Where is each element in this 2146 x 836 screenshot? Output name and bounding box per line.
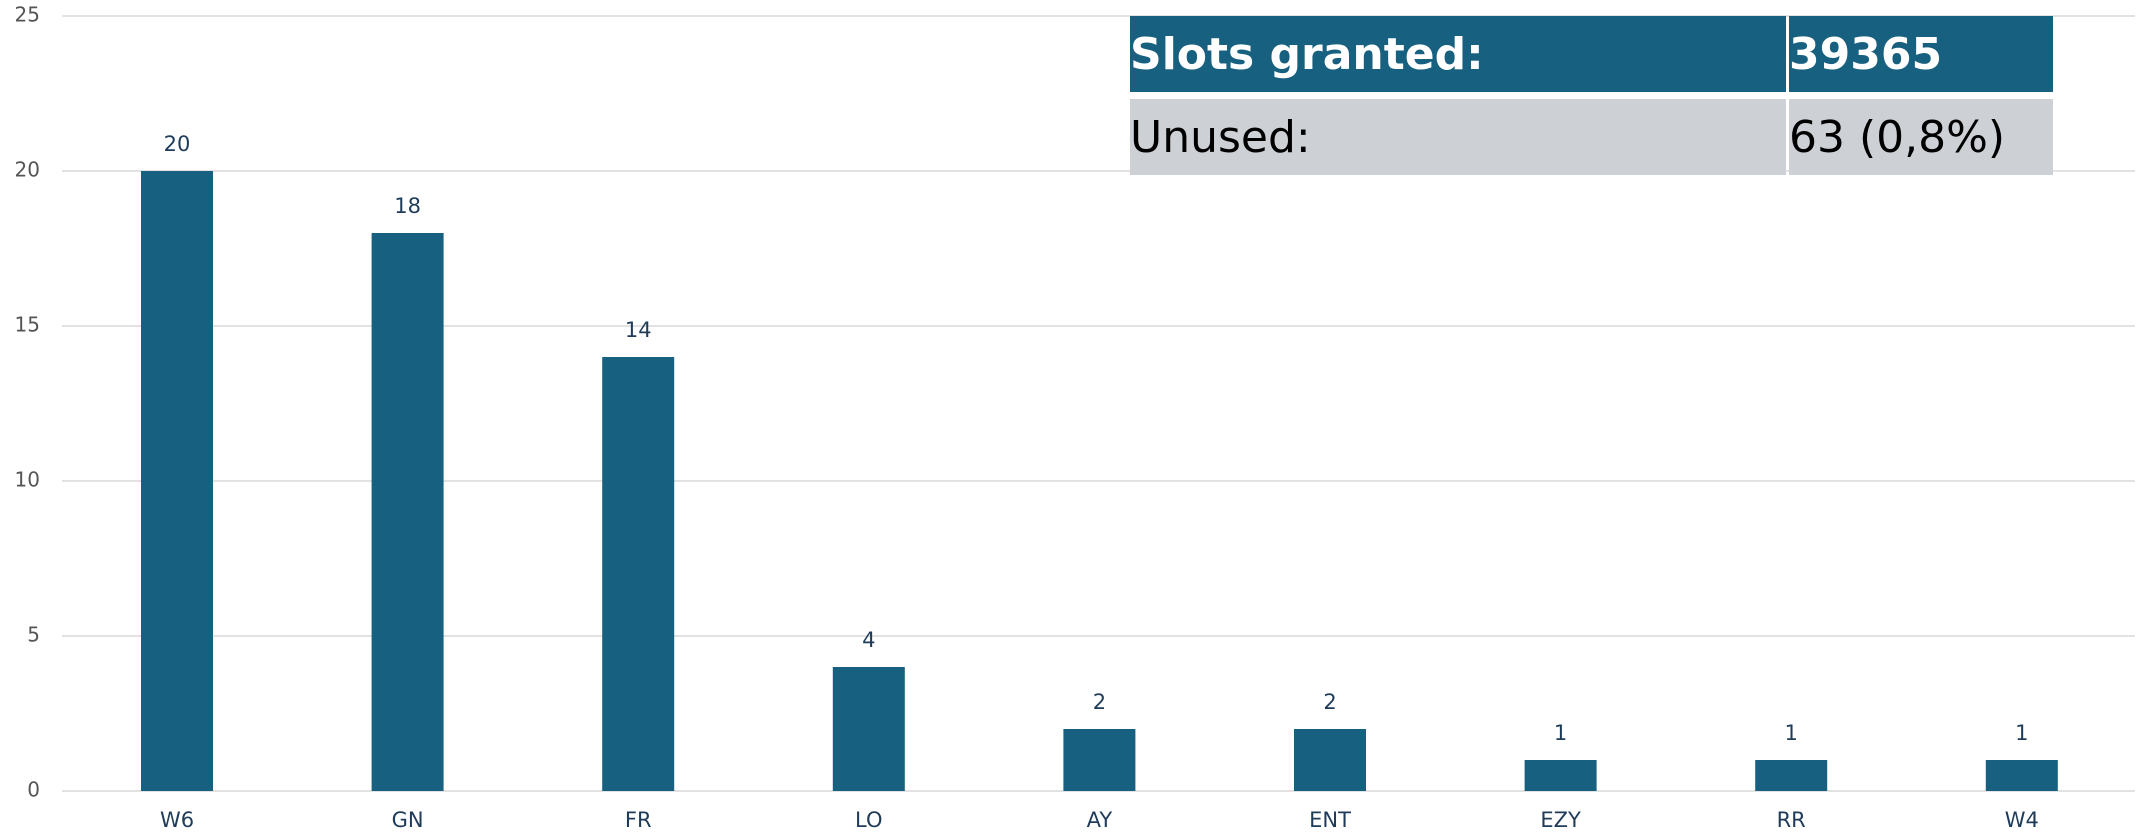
- bar: [1063, 729, 1136, 791]
- value-label: 2: [1323, 690, 1336, 714]
- x-tick-label: FR: [625, 808, 652, 832]
- y-tick-label: 0: [27, 778, 40, 802]
- x-tick-label: W6: [160, 808, 194, 832]
- bar: [1985, 760, 2058, 791]
- x-tick-label: ENT: [1309, 808, 1351, 832]
- x-tick-label: RR: [1777, 808, 1806, 832]
- value-label: 2: [1093, 690, 1106, 714]
- value-label: 18: [394, 194, 421, 218]
- table-cell: Unused:: [1130, 99, 1786, 175]
- value-label: 4: [862, 628, 875, 652]
- x-tick-label: LO: [855, 808, 882, 832]
- bar: [371, 233, 444, 791]
- bar: [832, 667, 905, 791]
- y-tick-label: 25: [15, 3, 40, 27]
- bar: [141, 171, 213, 791]
- x-tick-label: W4: [2005, 808, 2039, 832]
- x-tick-label: GN: [392, 808, 424, 832]
- bar: [1755, 760, 1828, 791]
- table-row: Slots granted: 39365: [1130, 16, 2053, 92]
- y-tick-label: 20: [15, 158, 40, 182]
- value-label: 14: [625, 318, 652, 342]
- y-tick-label: 10: [15, 468, 40, 492]
- value-label: 20: [164, 132, 191, 156]
- table-cell: 63 (0,8%): [1789, 99, 2053, 175]
- value-label: 1: [2015, 721, 2028, 745]
- bar: [1294, 729, 1366, 791]
- x-tick-label: AY: [1087, 808, 1113, 832]
- table-cell: 39365: [1789, 16, 2053, 92]
- table-cell: Slots granted:: [1130, 16, 1786, 92]
- summary-table: Slots granted: 39365 Unused: 63 (0,8%): [1127, 9, 2056, 182]
- value-label: 1: [1785, 721, 1798, 745]
- x-tick-label: EZY: [1540, 808, 1581, 832]
- y-tick-label: 15: [15, 313, 40, 337]
- value-label: 1: [1554, 721, 1567, 745]
- bar: [1524, 760, 1597, 791]
- bar: [602, 357, 675, 791]
- table-row: Unused: 63 (0,8%): [1130, 99, 2053, 175]
- y-tick-label: 5: [27, 623, 40, 647]
